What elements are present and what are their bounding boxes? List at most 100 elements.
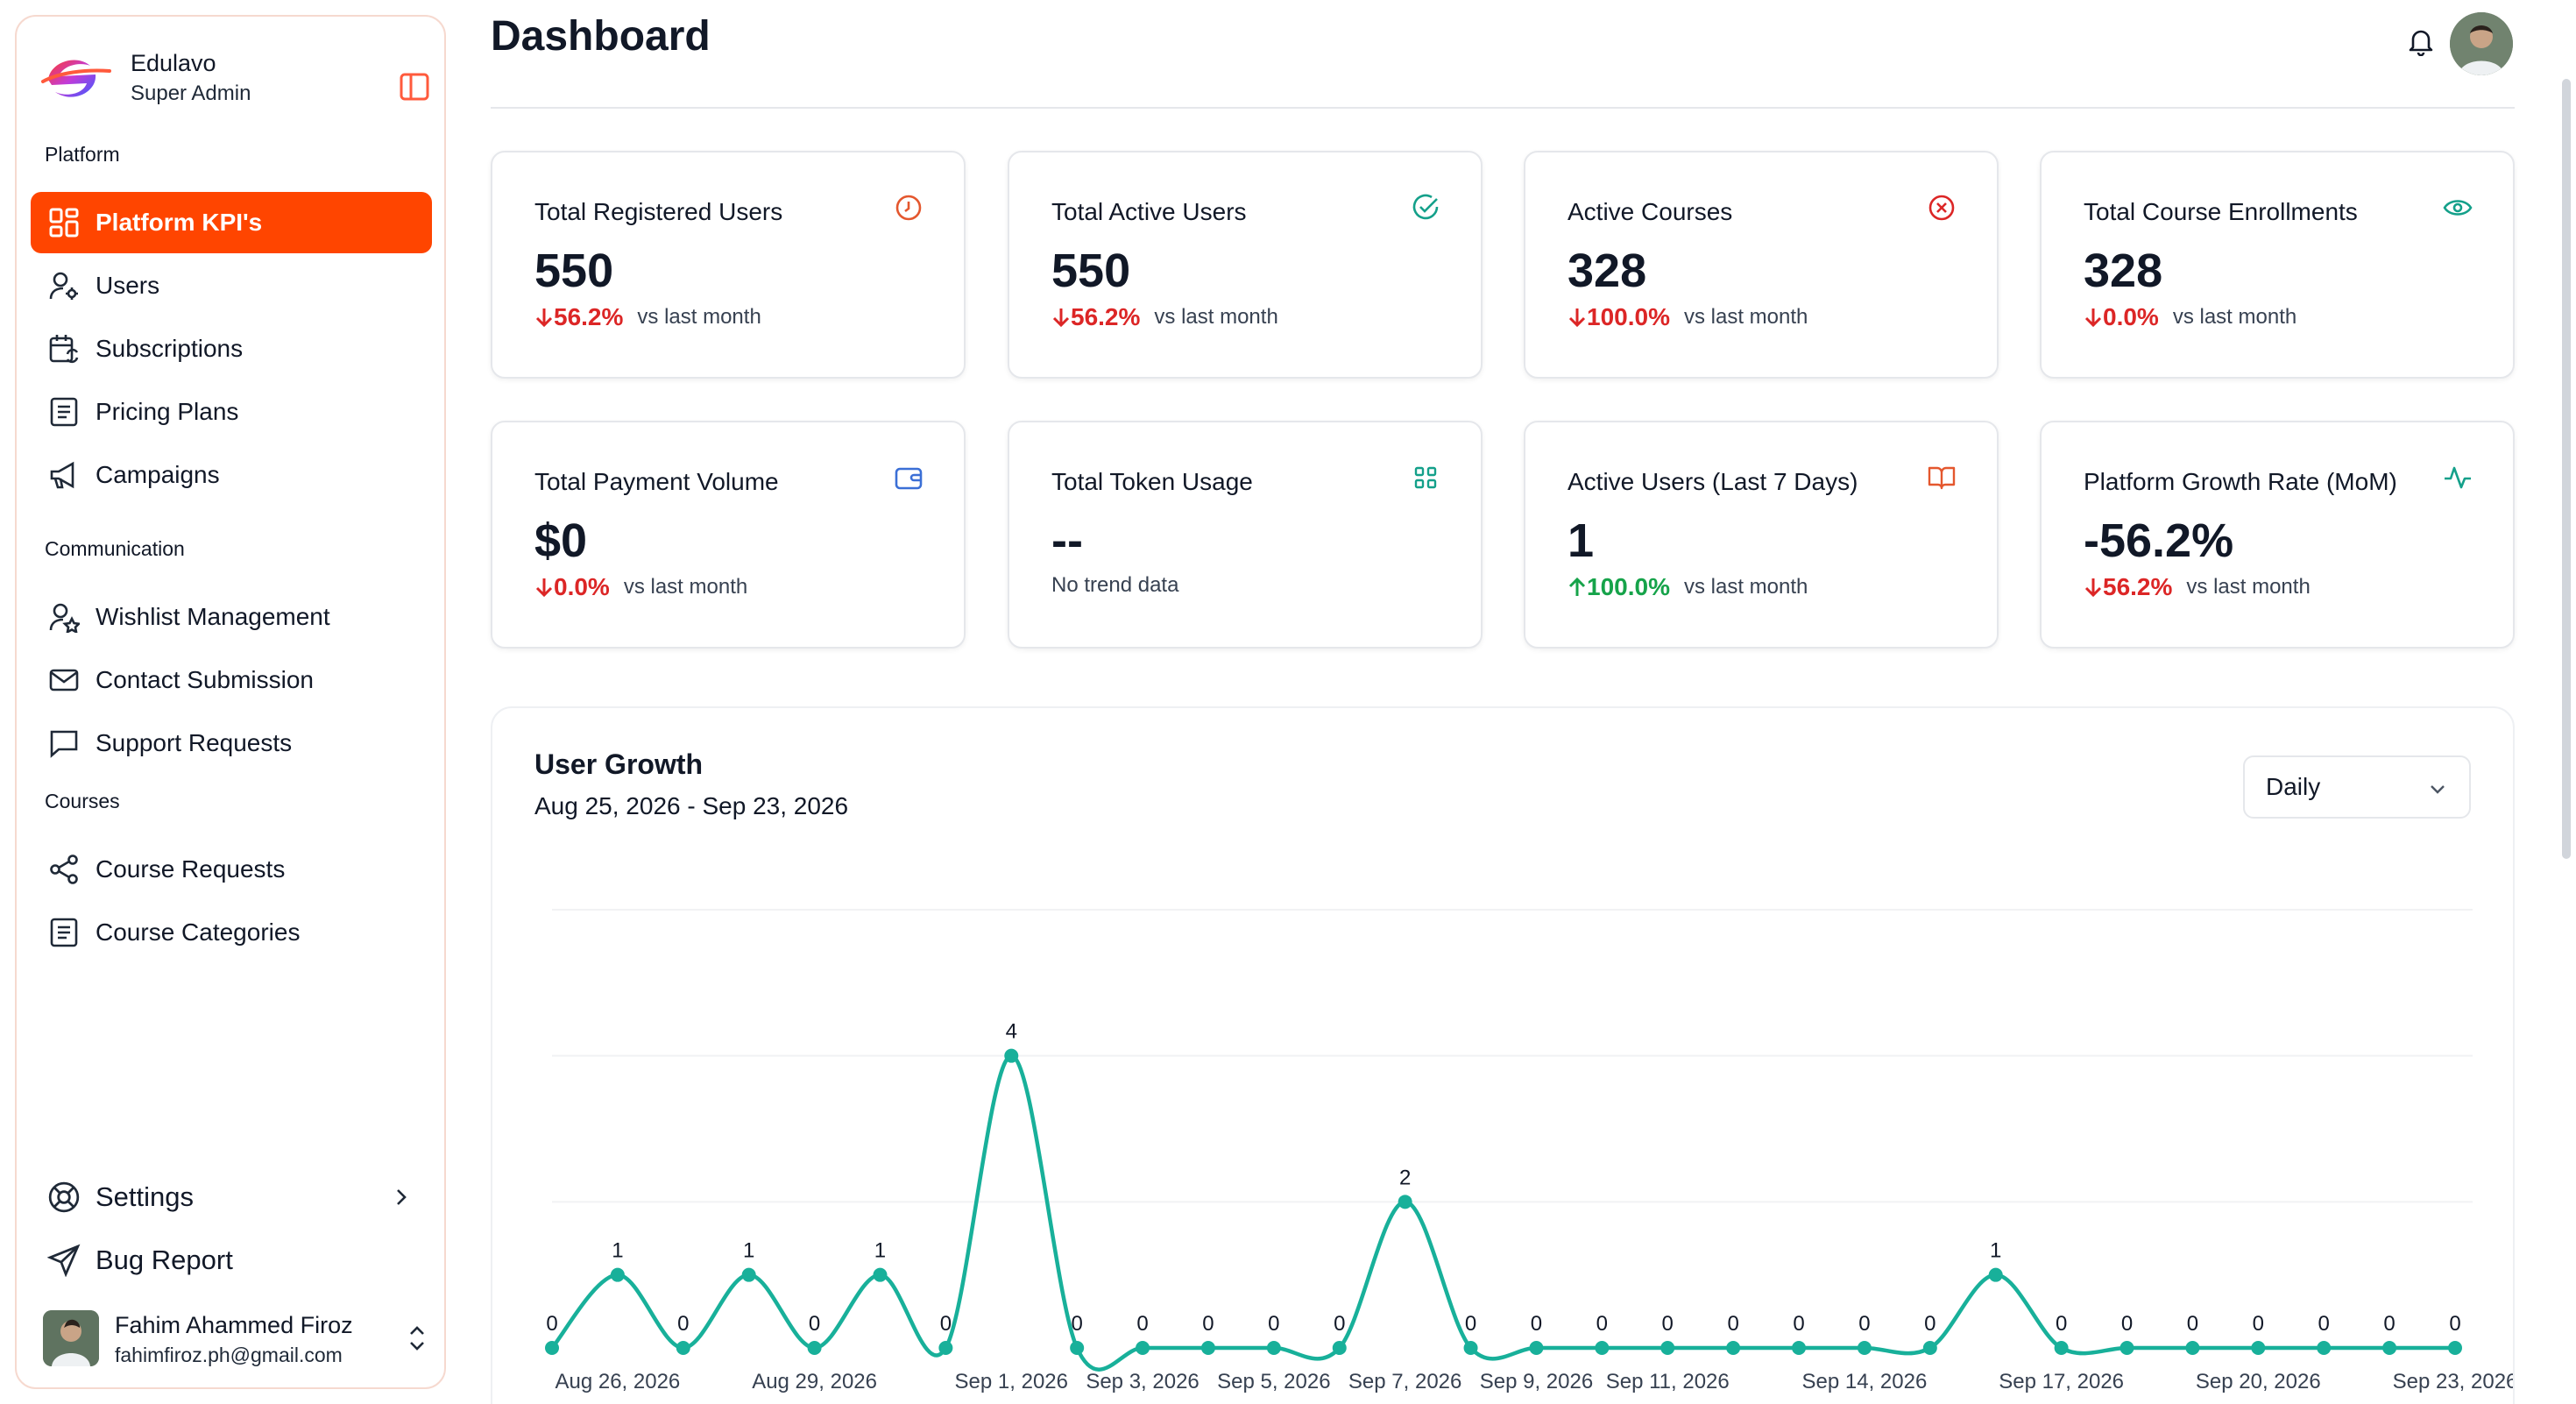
lifebuoy-icon: [46, 1180, 81, 1215]
data-point: [1529, 1341, 1544, 1355]
kpi-value: 328: [2084, 245, 2163, 297]
data-label: 0: [1531, 1312, 1542, 1336]
avatar: [43, 1310, 99, 1366]
arrow-down-icon: [1052, 308, 1070, 328]
data-point: [2185, 1341, 2200, 1355]
sidebar-item-label: Course Categories: [96, 918, 301, 946]
sidebar-item-campaigns[interactable]: Campaigns: [31, 444, 432, 506]
sidebar-item-contact-submission[interactable]: Contact Submission: [31, 649, 432, 711]
mail-icon: [46, 663, 81, 698]
kpi-trend-label: vs last month: [637, 305, 761, 329]
sidebar-item-label: Campaigns: [96, 461, 220, 488]
chart-title: User Growth: [534, 748, 704, 780]
data-label: 0: [1596, 1312, 1608, 1336]
bell-icon[interactable]: [2406, 26, 2436, 56]
data-label: 1: [743, 1239, 754, 1263]
data-label: 0: [809, 1312, 820, 1336]
x-tick-label: Sep 3, 2026: [1086, 1370, 1199, 1393]
data-point: [1922, 1341, 1937, 1355]
kpi-trend-label: vs last month: [623, 575, 748, 599]
grid-icon: [1414, 466, 1437, 489]
kpi-trend: 56.2% vs last month: [534, 303, 761, 331]
kpi-trend-label: vs last month: [2172, 305, 2297, 329]
kpi-title: Platform Growth Rate (MoM): [2084, 468, 2397, 495]
kpi-trend-label: vs last month: [1154, 305, 1278, 329]
chevron-up-down-icon[interactable]: [406, 1322, 428, 1354]
data-label: 0: [2449, 1312, 2460, 1336]
kpi-value: 328: [1568, 245, 1647, 297]
sidebar-item-platform-kpis[interactable]: Platform KPI's: [31, 192, 432, 253]
data-label: 1: [612, 1239, 623, 1263]
data-point: [741, 1267, 756, 1282]
sidebar-item-wishlist-management[interactable]: Wishlist Management: [31, 586, 432, 648]
user-email: fahimfiroz.ph@gmail.com: [115, 1344, 343, 1366]
data-label: 0: [1268, 1312, 1279, 1336]
data-label: 0: [2121, 1312, 2133, 1336]
kpi-title: Total Registered Users: [534, 198, 783, 225]
kpi-trend: 56.2% vs last month: [1051, 303, 1278, 331]
arrow-up-icon: [1568, 577, 1586, 596]
kpi-title: Active Users (Last 7 Days): [1568, 468, 1858, 495]
data-point: [1332, 1341, 1347, 1355]
section-label-communication: Communication: [45, 537, 185, 560]
sidebar-item-subscriptions[interactable]: Subscriptions: [31, 318, 432, 379]
kpi-trend-label: vs last month: [1683, 575, 1808, 599]
kpi-trend-label: vs last month: [2186, 575, 2311, 599]
x-tick-label: Sep 7, 2026: [1348, 1370, 1461, 1393]
book-open-icon: [1928, 466, 1956, 490]
x-tick-label: Sep 9, 2026: [1480, 1370, 1593, 1393]
chart-date-range: Aug 25, 2026 - Sep 23, 2026: [534, 792, 849, 819]
sidebar-item-course-categories[interactable]: Course Categories: [31, 902, 432, 963]
x-tick-label: Sep 5, 2026: [1217, 1370, 1330, 1393]
data-label: 1: [874, 1239, 886, 1263]
data-label: 0: [677, 1312, 689, 1336]
section-label-platform: Platform: [45, 143, 120, 166]
data-label: 0: [2383, 1312, 2395, 1336]
data-point: [938, 1341, 953, 1355]
kpi-title: Total Payment Volume: [534, 468, 779, 495]
x-tick-label: Aug 26, 2026: [555, 1370, 680, 1393]
sidebar-item-bug-report[interactable]: Bug Report: [31, 1230, 432, 1291]
sidebar-toggle-icon[interactable]: [399, 71, 430, 103]
user-profile[interactable]: Fahim Ahammed Firoz fahimfiroz.ph@gmail.…: [43, 1303, 428, 1373]
user-gear-icon: [46, 268, 81, 303]
sidebar-item-course-requests[interactable]: Course Requests: [31, 839, 432, 900]
data-point: [1726, 1341, 1741, 1355]
scrollbar[interactable]: [2562, 79, 2571, 859]
sidebar-item-settings[interactable]: Settings: [31, 1166, 432, 1228]
data-label: 0: [546, 1312, 557, 1336]
data-label: 0: [1136, 1312, 1148, 1336]
series-line: [550, 1053, 2455, 1372]
period-select[interactable]: Daily: [2243, 755, 2471, 819]
sidebar-item-label: Users: [96, 272, 160, 299]
kpi-trend: 0.0% vs last month: [2084, 303, 2296, 331]
x-tick-label: Sep 1, 2026: [955, 1370, 1068, 1393]
data-label: 0: [1793, 1312, 1804, 1336]
document-list-icon: [46, 394, 81, 429]
data-label: 0: [1202, 1312, 1214, 1336]
data-label: 0: [1924, 1312, 1936, 1336]
data-point: [1463, 1341, 1478, 1355]
sidebar-item-support-requests[interactable]: Support Requests: [31, 713, 432, 774]
data-label: 0: [1858, 1312, 1870, 1336]
calendar-sync-icon: [46, 331, 81, 366]
check-circle-icon: [1412, 194, 1439, 220]
section-label-courses: Courses: [45, 790, 120, 812]
sidebar-item-label: Platform KPI's: [96, 209, 263, 236]
brand-name: Edulavo: [131, 50, 216, 76]
kpi-value: 550: [534, 245, 614, 297]
sidebar: Edulavo Super Admin Platform Platform KP…: [15, 15, 446, 1389]
sidebar-item-users[interactable]: Users: [31, 255, 432, 316]
data-label: 0: [1465, 1312, 1476, 1336]
arrow-down-icon: [2084, 308, 2102, 328]
kpi-card-total-course-enrollments: Total Course Enrollments 328 0.0% vs las…: [2040, 151, 2515, 379]
sidebar-item-pricing-plans[interactable]: Pricing Plans: [31, 381, 432, 443]
arrow-down-icon: [1568, 308, 1586, 328]
header-avatar[interactable]: [2450, 12, 2513, 75]
dashboard-grid-icon: [46, 205, 81, 240]
kpi-value: $0: [534, 514, 588, 567]
data-point: [610, 1267, 625, 1282]
kpi-value: --: [1051, 514, 1083, 567]
data-label: 0: [2187, 1312, 2198, 1336]
data-label: 0: [2253, 1312, 2264, 1336]
